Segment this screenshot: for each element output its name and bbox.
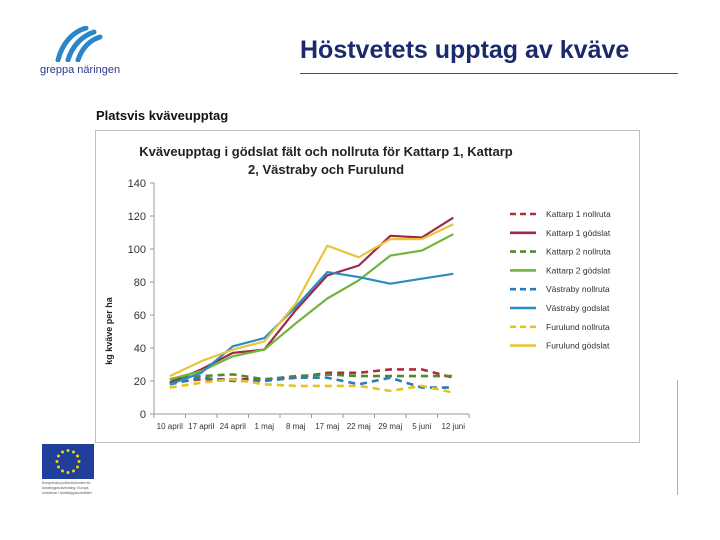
eu-star (55, 460, 59, 463)
title-divider (300, 73, 678, 74)
chart-title-line-1: Kväveupptag i gödslat fält och nollruta … (139, 144, 512, 159)
eu-star (66, 471, 70, 474)
eu-star (72, 450, 75, 454)
legend-entry: Furulund nollruta (546, 322, 610, 332)
y-axis-label: kg kväve per ha (104, 296, 114, 365)
x-tick-label: 22 maj (347, 422, 371, 431)
legend-entry: Kattarp 2 nollruta (546, 247, 611, 257)
y-tick-label: 100 (128, 244, 146, 256)
eu-text-line-3: investerar i landsbygdsområden (42, 491, 92, 495)
eu-star (72, 469, 75, 473)
y-tick-label: 40 (134, 343, 146, 355)
chart-frame: Kväveupptag i gödslat fält och nollruta … (95, 130, 640, 443)
eu-flag-icon (42, 444, 94, 479)
chart-series (169, 216, 454, 394)
x-tick-label: 8 maj (286, 422, 306, 431)
y-tick-label: 80 (134, 277, 146, 289)
y-tick-label: 60 (134, 310, 146, 322)
greppa-logo-icon (55, 25, 103, 63)
x-tick-label: 10 april (157, 422, 183, 431)
series-line-furulund-nollruta (169, 378, 454, 394)
eu-star (76, 454, 80, 458)
legend-entry: Västraby godslat (546, 303, 610, 313)
eu-star (66, 449, 70, 452)
legend-entry: Kattarp 2 gödslat (546, 265, 611, 275)
legend-entry: Kattarp 1 gödslat (546, 228, 611, 238)
chart-axes: 0 20 40 60 80 100 120 140 10 april 17 april 24 apr… (128, 178, 470, 431)
eu-star (76, 465, 80, 469)
y-tick-label: 140 (128, 178, 146, 190)
x-tick-label: 24 april (220, 422, 246, 431)
logo-text: greppa näringen (40, 64, 121, 76)
legend-entry: Furulund gödslat (546, 341, 610, 351)
eu-star (61, 450, 64, 454)
x-tick-label: 12 juni (441, 422, 465, 431)
chart-title-line-2: 2, Västraby och Furulund (248, 162, 404, 177)
y-tick-label: 20 (134, 376, 146, 388)
eu-text-line-1: Europeiska jordbruksfonden för (42, 481, 91, 485)
series-line-furulund-gödslat (169, 223, 454, 378)
x-tick-label: 5 juni (412, 422, 431, 431)
eu-star (56, 454, 60, 458)
y-tick-label: 0 (140, 409, 146, 421)
legend-entry: Västraby nollruta (546, 284, 610, 294)
eu-star (77, 460, 81, 463)
chart-legend: Kattarp 1 nollruta Kattarp 1 gödslat Katta… (510, 209, 611, 351)
x-tick-label: 17 maj (315, 422, 339, 431)
eu-star (56, 465, 60, 469)
greppa-logo: greppa näringen (40, 25, 140, 80)
eu-star (61, 469, 64, 473)
series-line-kattarp-1-gödslat (169, 216, 454, 384)
x-tick-label: 29 maj (378, 422, 402, 431)
eu-text-line-2: landsbygdsutveckling: Europa (42, 486, 89, 490)
x-tick-label: 1 maj (254, 422, 274, 431)
series-line-kattarp-2-gödslat (169, 233, 454, 381)
legend-entry: Kattarp 1 nollruta (546, 209, 611, 219)
y-tick-label: 120 (128, 211, 146, 223)
right-divider (677, 380, 678, 495)
section-label: Platsvis kväveupptag (96, 108, 229, 123)
series-line-västraby-nollruta (169, 376, 454, 389)
slide-title: Höstvetets upptag av kväve (300, 36, 630, 64)
nitrogen-uptake-chart: Kväveupptag i gödslat fält och nollruta … (104, 144, 611, 431)
series-line-västraby-godslat (169, 271, 454, 386)
x-tick-label: 17 april (188, 422, 214, 431)
